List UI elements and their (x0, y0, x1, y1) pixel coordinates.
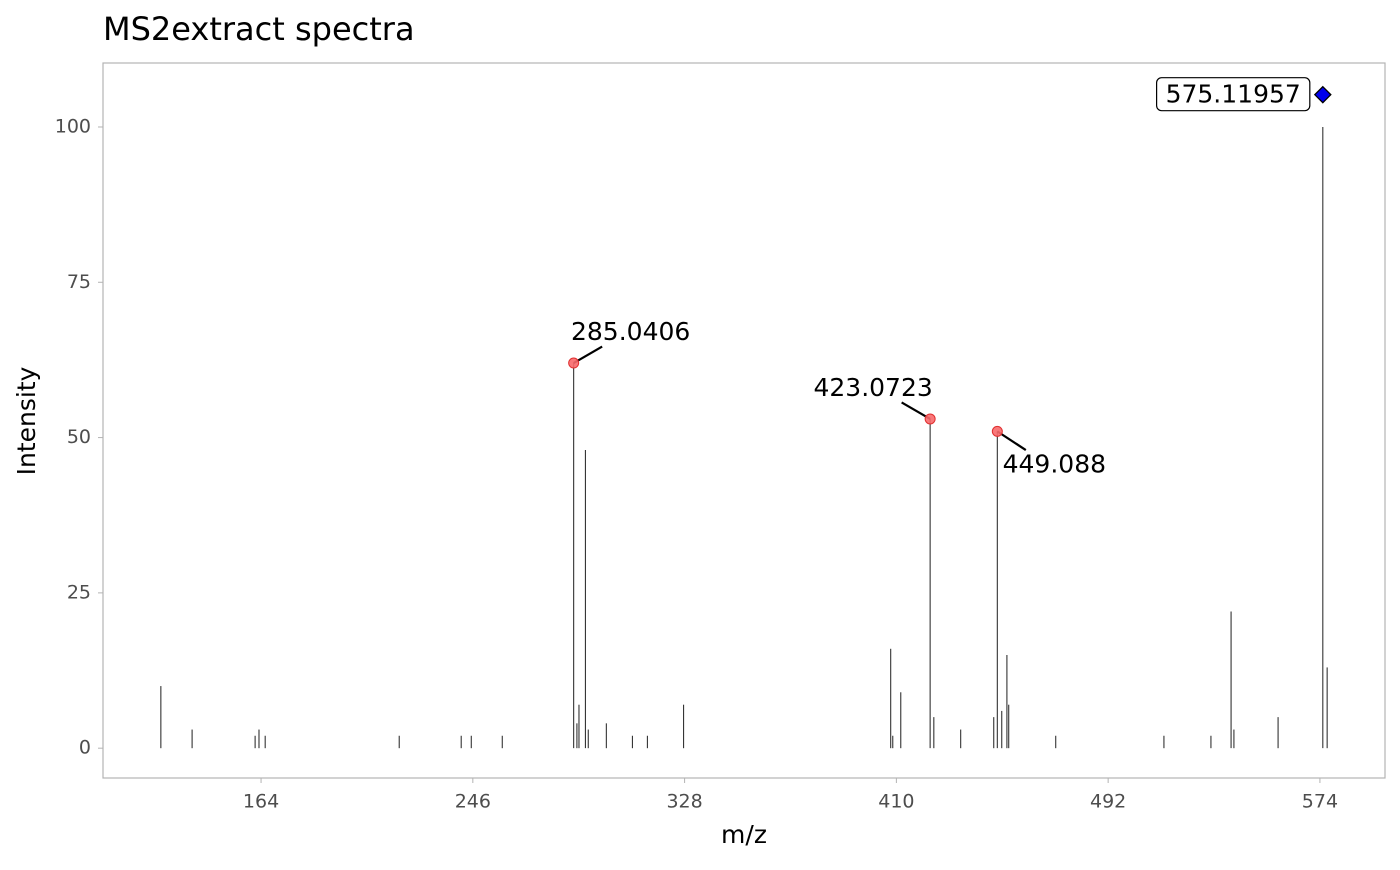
peak-label: 423.0723 (813, 373, 932, 402)
precursor-label-box (1156, 77, 1311, 112)
y-tick-label: 0 (79, 737, 91, 759)
x-axis-label: m/z (721, 820, 767, 849)
panel-border (102, 62, 1386, 779)
x-tick-label: 246 (455, 791, 491, 813)
peak-label: 285.0406 (571, 317, 690, 346)
x-tick-label: 410 (878, 791, 914, 813)
y-tick-label: 100 (55, 115, 91, 137)
y-tick-label: 50 (67, 426, 91, 448)
chart-title: MS2extract spectra (103, 10, 415, 48)
annotated-point (991, 425, 1003, 437)
x-tick-label: 328 (666, 791, 702, 813)
peak-label: 449.088 (1003, 449, 1106, 478)
y-axis-label: Intensity (12, 366, 41, 475)
label-connector (996, 430, 1027, 451)
x-tick-label: 574 (1302, 791, 1338, 813)
precursor-label: 575.11957 (1166, 80, 1301, 109)
precursor-point (1313, 85, 1332, 104)
x-tick-label: 164 (243, 791, 279, 813)
annotated-point (924, 413, 936, 425)
y-tick-label: 75 (67, 271, 91, 293)
x-tick-label: 492 (1090, 791, 1126, 813)
y-tick-label: 25 (67, 581, 91, 603)
annotated-point (568, 357, 580, 369)
